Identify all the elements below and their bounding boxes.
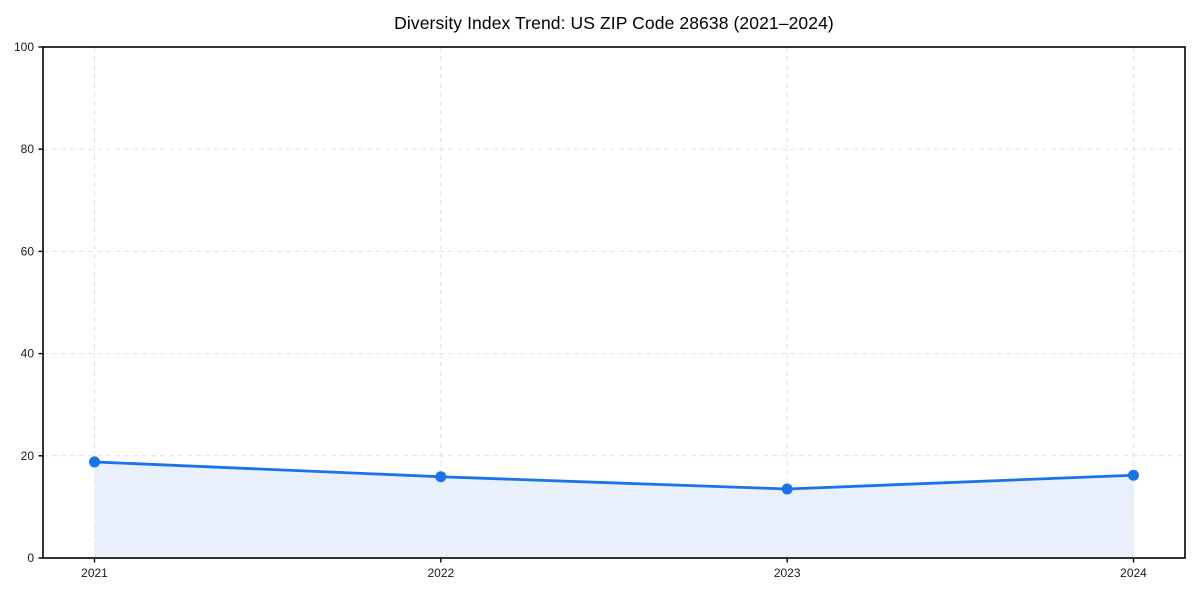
series-line	[93, 460, 1135, 491]
data-point	[435, 471, 447, 483]
x-tick-label: 2023	[774, 566, 801, 580]
data-point	[1128, 469, 1139, 481]
data-point	[89, 456, 100, 468]
y-tick-label: 40	[21, 347, 35, 361]
data-point	[781, 483, 793, 495]
y-tick-label: 80	[21, 142, 35, 156]
series-area	[94, 461, 1134, 558]
y-tick-label: 60	[21, 244, 35, 258]
axes-frame	[42, 46, 1186, 559]
y-tick-label: 0	[27, 551, 34, 565]
y-tick-label: 100	[14, 40, 34, 54]
chart-title: Diversity Index Trend: US ZIP Code 28638…	[394, 13, 834, 33]
x-tick-label: 2021	[81, 566, 108, 580]
y-tick-label: 20	[21, 449, 35, 463]
x-tick-label: 2022	[427, 566, 454, 580]
x-tick-label: 2024	[1120, 566, 1147, 580]
